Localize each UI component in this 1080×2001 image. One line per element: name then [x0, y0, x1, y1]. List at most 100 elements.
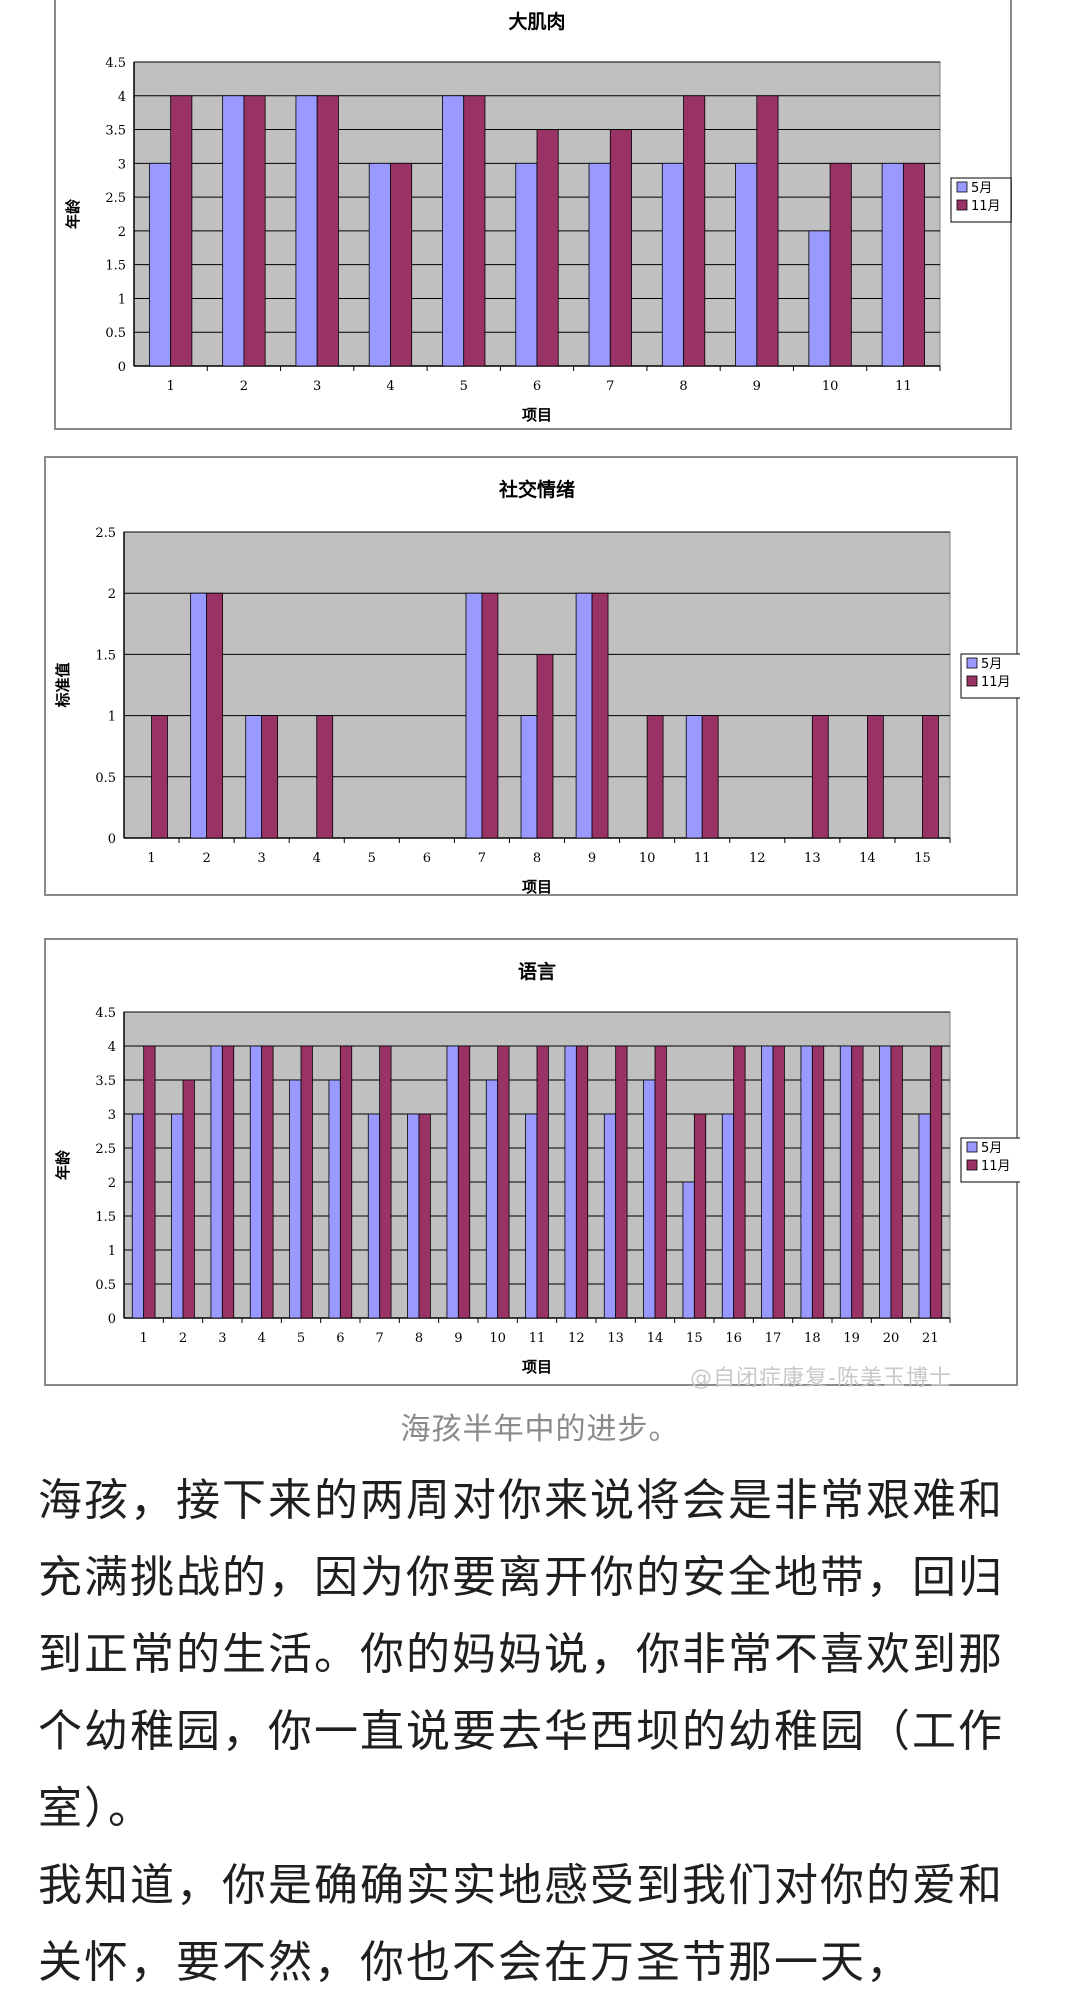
bar-may — [190, 592, 207, 839]
y-tick-label: 0.5 — [95, 1278, 116, 1293]
x-tick-label: 17 — [765, 1331, 782, 1346]
y-tick-label: 0.5 — [105, 326, 126, 341]
x-tick-label: 6 — [336, 1331, 344, 1346]
article-body: 海孩，接下来的两周对你来说将会是非常艰难和充满挑战的，因为你要离开你的安全地带，… — [38, 1462, 1048, 2001]
bar-november — [811, 715, 829, 839]
x-tick-label: 1 — [166, 379, 174, 394]
bar-november — [339, 1045, 353, 1319]
bar-november — [261, 1045, 274, 1319]
bar-may — [295, 95, 318, 367]
bar-may — [603, 1113, 617, 1319]
chart-title: 社交情绪 — [498, 478, 575, 501]
x-tick-label: 15 — [686, 1331, 703, 1346]
x-tick-label: 19 — [843, 1331, 860, 1346]
bar-may — [881, 162, 904, 367]
bar-may — [328, 1079, 341, 1319]
x-tick-label: 7 — [606, 379, 614, 394]
y-tick-label: 2.5 — [105, 191, 126, 206]
bar-november — [170, 95, 193, 367]
legend-swatch — [956, 199, 968, 211]
x-tick-label: 10 — [822, 379, 839, 394]
image-caption: 海孩半年中的进步。 — [400, 1412, 680, 1447]
y-axis-label: 年龄 — [54, 1149, 72, 1180]
x-tick-label: 8 — [415, 1331, 423, 1346]
paragraph: 海孩，接下来的两周对你来说将会是非常艰难和充满挑战的，因为你要离开你的安全地带，… — [38, 1475, 1004, 1834]
bar-may — [661, 162, 684, 367]
chart-title: 语言 — [518, 960, 556, 983]
x-tick-label: 2 — [240, 379, 248, 394]
x-tick-label: 4 — [313, 851, 321, 866]
x-tick-label: 18 — [804, 1331, 821, 1346]
bar-may — [721, 1113, 735, 1319]
bar-november — [683, 95, 706, 367]
bar-november — [182, 1079, 195, 1319]
bar-november — [851, 1045, 864, 1319]
x-tick-label: 11 — [895, 379, 912, 394]
bar-november — [151, 715, 168, 839]
bar-may — [446, 1045, 459, 1319]
bar-november — [457, 1045, 471, 1319]
x-axis-label: 项目 — [522, 406, 552, 424]
bar-may — [245, 715, 263, 839]
bar-may — [148, 162, 172, 367]
y-tick-label: 1 — [108, 710, 116, 725]
x-tick-label: 14 — [859, 851, 876, 866]
x-axis-label: 项目 — [522, 1358, 552, 1376]
weibo-watermark: @自闭症康复-陈美玉博士 — [690, 1366, 952, 1391]
bar-may — [588, 162, 611, 367]
bar-may — [525, 1113, 538, 1319]
legend-swatch — [966, 1141, 978, 1153]
y-tick-label: 2.5 — [95, 526, 116, 541]
bar-may — [808, 230, 831, 367]
bar-may — [685, 715, 703, 839]
x-tick-label: 15 — [914, 851, 931, 866]
x-tick-label: 8 — [679, 379, 687, 394]
x-tick-label: 1 — [140, 1331, 148, 1346]
x-tick-label: 12 — [749, 851, 766, 866]
x-tick-label: 5 — [297, 1331, 305, 1346]
x-tick-label: 6 — [423, 851, 431, 866]
chart-language: 语言 0 0.5 1 1.5 2 2.5 3 3.5 4 4.5 1 2 3 4 5 6 7 8 9 10 11 12 13 1… — [44, 938, 1020, 1386]
bar-november — [609, 129, 632, 367]
bar-november — [902, 162, 926, 367]
bar-november — [206, 592, 223, 839]
bar-november — [615, 1045, 628, 1319]
x-tick-label: 5 — [368, 851, 376, 866]
legend-label: 11月 — [981, 1159, 1011, 1174]
bar-november — [261, 715, 279, 839]
bar-may — [564, 1045, 577, 1319]
bar-may — [289, 1079, 302, 1319]
x-tick-label: 16 — [725, 1331, 742, 1346]
bar-may — [839, 1045, 853, 1319]
bar-may — [407, 1113, 420, 1319]
bar-november — [316, 95, 339, 367]
legend-label: 5月 — [981, 1141, 1002, 1156]
x-tick-label: 13 — [804, 851, 821, 866]
y-tick-label: 3.5 — [95, 1074, 116, 1089]
y-tick-label: 3.5 — [105, 124, 126, 139]
y-tick-label: 2 — [118, 225, 126, 240]
x-tick-label: 20 — [883, 1331, 900, 1346]
bar-november — [536, 1045, 549, 1319]
x-tick-label: 14 — [647, 1331, 664, 1346]
y-tick-label: 1.5 — [95, 648, 116, 663]
bar-may — [222, 95, 245, 367]
bar-november — [646, 715, 664, 839]
bar-november — [756, 95, 779, 367]
x-tick-label: 2 — [179, 1331, 187, 1346]
bar-may — [735, 162, 758, 367]
bar-november — [481, 592, 499, 839]
x-tick-label: 8 — [533, 851, 541, 866]
x-tick-label: 11 — [529, 1331, 546, 1346]
y-tick-label: 3 — [118, 157, 126, 172]
y-tick-label: 1.5 — [95, 1210, 116, 1225]
bar-may — [800, 1045, 813, 1319]
bar-may — [210, 1045, 223, 1319]
paragraph: 我知道，你是确确实实地感受到我们对你的爱和关怀，要不然，你也不会在万圣节那一天， — [38, 1860, 1004, 1988]
legend-swatch — [966, 1159, 978, 1171]
y-tick-label: 0 — [108, 832, 116, 847]
y-axis-label: 标准值 — [54, 662, 72, 708]
x-tick-label: 2 — [202, 851, 210, 866]
bar-november — [221, 1045, 235, 1319]
bar-november — [575, 1045, 589, 1319]
